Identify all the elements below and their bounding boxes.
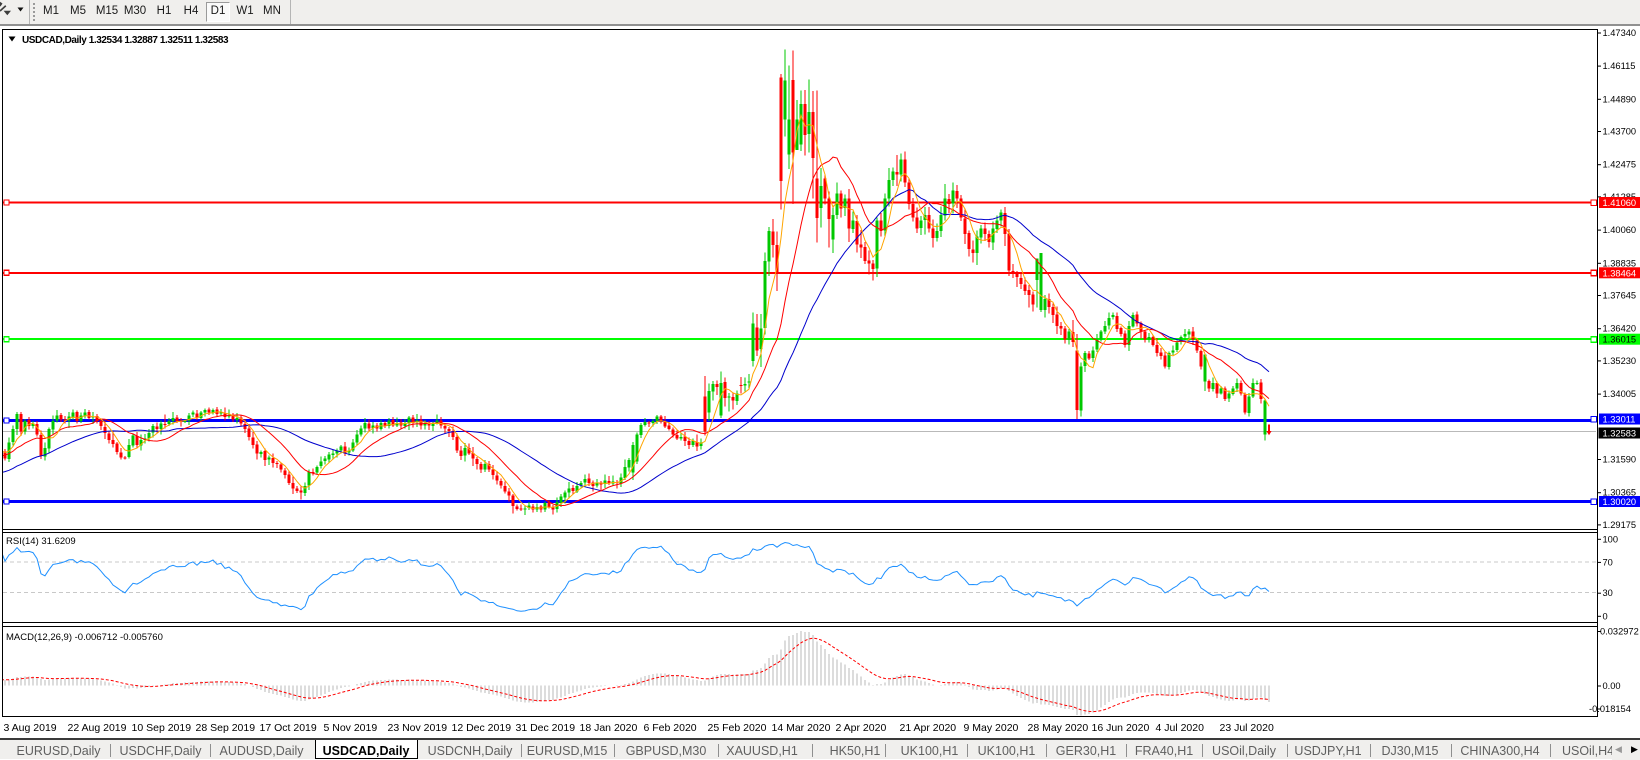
svg-text:100: 100 <box>1603 534 1619 544</box>
svg-text:1.47340: 1.47340 <box>1603 28 1637 38</box>
svg-text:9 May 2020: 9 May 2020 <box>964 722 1019 734</box>
svg-text:31 Dec 2019: 31 Dec 2019 <box>516 722 576 734</box>
svg-text:1.30020: 1.30020 <box>1603 497 1637 507</box>
svg-text:16 Jun 2020: 16 Jun 2020 <box>1092 722 1150 734</box>
svg-text:-0.018154: -0.018154 <box>1589 704 1631 714</box>
svg-text:0.032972: 0.032972 <box>1600 627 1639 637</box>
svg-text:6 Feb 2020: 6 Feb 2020 <box>644 722 697 734</box>
svg-text:70: 70 <box>1603 557 1613 567</box>
svg-text:30: 30 <box>1603 588 1613 598</box>
svg-text:MACD(12,26,9) -0.006712 -0.005: MACD(12,26,9) -0.006712 -0.005760 <box>6 632 163 643</box>
svg-text:1.40060: 1.40060 <box>1603 225 1637 235</box>
svg-text:RSI(14) 31.6209: RSI(14) 31.6209 <box>6 536 76 547</box>
svg-text:17 Oct 2019: 17 Oct 2019 <box>260 722 317 734</box>
svg-text:25 Feb 2020: 25 Feb 2020 <box>708 722 767 734</box>
svg-text:21 Apr 2020: 21 Apr 2020 <box>900 722 957 734</box>
svg-text:1.46115: 1.46115 <box>1603 61 1636 71</box>
svg-text:28 May 2020: 28 May 2020 <box>1028 722 1089 734</box>
svg-text:1.36015: 1.36015 <box>1603 335 1637 345</box>
svg-text:1.41060: 1.41060 <box>1603 198 1637 208</box>
svg-text:0.00: 0.00 <box>1603 681 1621 691</box>
svg-text:22 Aug 2019: 22 Aug 2019 <box>68 722 127 734</box>
svg-text:14 Mar 2020: 14 Mar 2020 <box>772 722 831 734</box>
svg-text:USDCAD,Daily 1.32534 1.32887: USDCAD,Daily 1.32534 1.32887 1.32511 1.3… <box>22 35 229 46</box>
svg-text:18 Jan 2020: 18 Jan 2020 <box>580 722 638 734</box>
svg-text:0: 0 <box>1603 611 1608 621</box>
svg-text:23 Jul 2020: 23 Jul 2020 <box>1220 722 1274 734</box>
svg-text:1.36420: 1.36420 <box>1603 324 1637 334</box>
svg-text:1.29175: 1.29175 <box>1603 520 1637 530</box>
svg-text:1.32583: 1.32583 <box>1603 429 1637 439</box>
svg-text:1.38835: 1.38835 <box>1603 258 1637 268</box>
svg-text:12 Dec 2019: 12 Dec 2019 <box>452 722 512 734</box>
svg-text:28 Sep 2019: 28 Sep 2019 <box>196 722 256 734</box>
svg-text:23 Nov 2019: 23 Nov 2019 <box>388 722 448 734</box>
svg-text:10 Sep 2019: 10 Sep 2019 <box>132 722 192 734</box>
svg-text:5 Nov 2019: 5 Nov 2019 <box>324 722 378 734</box>
svg-text:1.34005: 1.34005 <box>1603 389 1637 399</box>
svg-text:4 Jul 2020: 4 Jul 2020 <box>1156 722 1205 734</box>
svg-text:2 Apr 2020: 2 Apr 2020 <box>836 722 887 734</box>
svg-text:1.37645: 1.37645 <box>1603 291 1637 301</box>
svg-text:1.31590: 1.31590 <box>1603 455 1637 465</box>
svg-text:1.42475: 1.42475 <box>1603 160 1637 170</box>
svg-text:1.44890: 1.44890 <box>1603 94 1637 104</box>
svg-text:1.33011: 1.33011 <box>1603 415 1636 425</box>
svg-text:1.38464: 1.38464 <box>1603 268 1637 278</box>
svg-text:1.35230: 1.35230 <box>1603 356 1637 366</box>
svg-text:3 Aug 2019: 3 Aug 2019 <box>4 722 57 734</box>
svg-text:1.43700: 1.43700 <box>1603 127 1637 137</box>
